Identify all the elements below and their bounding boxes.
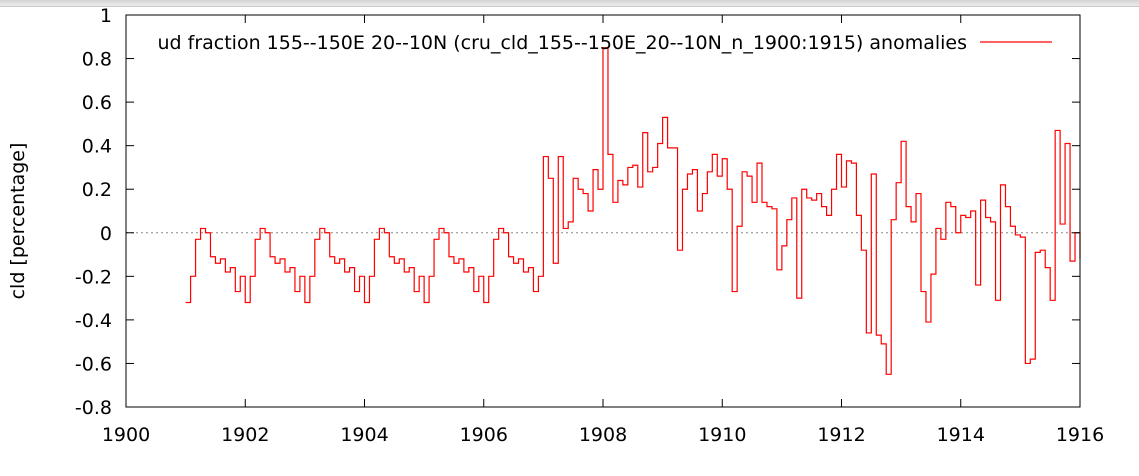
chart-title: ud fraction 155--150E 20--10N (cru_cld_1… — [157, 32, 967, 54]
y-tick-label: -0.4 — [75, 310, 112, 332]
y-tick-label: -0.6 — [75, 353, 112, 375]
y-tick-label: -0.8 — [75, 397, 112, 419]
x-tick-label: 1904 — [340, 424, 388, 446]
y-tick-label: 0 — [100, 223, 112, 245]
y-axis-label: cld [percentage] — [7, 143, 29, 300]
y-tick-label: 1 — [100, 5, 112, 27]
y-tick-label: 0.8 — [82, 49, 112, 71]
y-tick-label: 0.6 — [82, 92, 112, 114]
window-top-edge — [0, 0, 1139, 7]
x-tick-label: 1910 — [698, 424, 746, 446]
x-tick-label: 1900 — [102, 424, 150, 446]
y-tick-label: -0.2 — [75, 266, 112, 288]
series-line-0 — [185, 47, 1081, 375]
x-tick-label: 1916 — [1056, 424, 1104, 446]
x-tick-label: 1914 — [937, 424, 985, 446]
x-tick-label: 1906 — [460, 424, 508, 446]
y-tick-label: 0.2 — [82, 179, 112, 201]
x-tick-label: 1908 — [579, 424, 627, 446]
x-tick-label: 1912 — [817, 424, 865, 446]
y-tick-label: 0.4 — [82, 136, 112, 158]
x-tick-label: 1902 — [221, 424, 269, 446]
